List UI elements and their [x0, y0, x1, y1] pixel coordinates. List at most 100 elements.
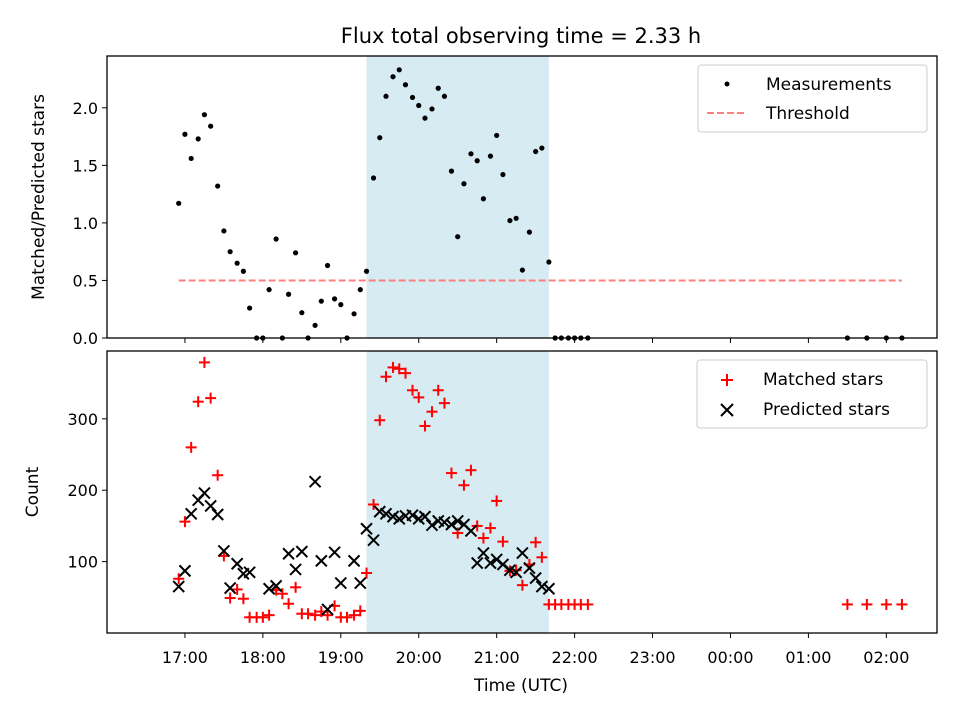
y-tick-label: 1.0	[73, 214, 98, 233]
legend-threshold-label: Threshold	[765, 104, 850, 124]
matched-star-point	[179, 516, 191, 528]
ratio-panel-frame	[106, 55, 938, 339]
measurement-point	[500, 171, 506, 178]
ratio-panel-y-ticks: 0.0 0.5 1.0 1.5 2.0	[73, 99, 107, 348]
predicted-star-point	[230, 557, 244, 570]
predicted-star-point	[523, 561, 536, 575]
measurement-point	[266, 287, 272, 293]
matched-star-point	[413, 391, 425, 403]
x-tick-label: 23:00	[629, 648, 675, 667]
measurement-point	[377, 135, 383, 141]
count-panel-y-axis-label: Count	[23, 466, 43, 517]
x-tick-label: 01:00	[785, 648, 831, 667]
predicted-star-point	[445, 518, 458, 531]
predicted-star-point	[334, 576, 348, 590]
predicted-star-point	[379, 507, 393, 520]
matched-star-point	[510, 564, 522, 576]
matched-star-point	[582, 598, 594, 610]
matched-star-point	[841, 598, 853, 610]
predicted-star-point	[451, 514, 464, 528]
count-panel-legend-box	[696, 359, 928, 429]
matched-star-point	[458, 479, 470, 491]
measurement-point	[480, 196, 487, 202]
matched-star-point	[380, 371, 392, 383]
x-tick-label: 00:00	[707, 648, 753, 667]
predicted-star-point	[535, 580, 549, 593]
matched-star-point	[432, 384, 444, 396]
measurement-point	[215, 183, 221, 189]
matched-star-point	[477, 532, 489, 544]
count-panel-y-ticks: 100 200 300	[67, 410, 107, 572]
predicted-star-point	[269, 579, 283, 593]
predicted-star-point	[295, 545, 309, 558]
measurement-point	[273, 236, 279, 242]
matched-star-point	[237, 593, 249, 605]
predicted-star-point	[484, 556, 497, 570]
matched-star-point	[231, 583, 243, 595]
measurement-point	[363, 268, 370, 274]
predicted-star-point	[308, 475, 322, 488]
x-tick-label: 02:00	[863, 648, 909, 667]
matched-star-point	[309, 609, 321, 621]
measurement-point	[448, 168, 455, 174]
matched-star-point	[173, 573, 185, 585]
count-panel-frame	[106, 350, 938, 634]
predicted-star-point	[211, 508, 224, 521]
chart-title: Flux total observing time = 2.33 h	[341, 24, 701, 48]
predicted-star-point	[529, 571, 542, 585]
matched-star-point	[445, 467, 457, 479]
predicted-star-point	[406, 508, 419, 522]
x-tick-label: 17:00	[162, 648, 208, 667]
measurement-point	[285, 291, 292, 297]
matched-star-point	[438, 397, 450, 409]
matched-star-point	[348, 609, 360, 621]
legend-measurements-label: Measurements	[766, 75, 892, 95]
x-tick-label: 20:00	[396, 648, 442, 667]
measurement-point	[357, 287, 363, 293]
predicted-star-point	[393, 512, 406, 525]
measurement-point	[416, 102, 422, 109]
measurement-point	[240, 268, 246, 274]
measurement-point	[234, 260, 240, 266]
matched-star-point	[426, 406, 438, 418]
ratio-panel: 0.00.51.01.52.0 Matched/Predicted stars …	[29, 55, 938, 348]
measurement-point	[474, 158, 480, 164]
predicted-star-point	[217, 544, 231, 558]
predicted-star-point	[289, 563, 302, 576]
predicted-star-point	[321, 603, 334, 616]
count-panel-marks	[172, 356, 908, 623]
measurement-point	[539, 145, 545, 151]
predicted-star-point	[354, 576, 367, 590]
y-tick-label: 2.0	[73, 99, 98, 118]
predicted-star-point	[464, 524, 478, 538]
measurement-point	[370, 175, 377, 181]
matched-star-point	[484, 522, 496, 534]
x-tick-label: 18:00	[240, 648, 286, 667]
predicted-star-point	[509, 566, 523, 579]
legend-matched-label: Matched stars	[763, 370, 883, 390]
predicted-star-point	[262, 582, 276, 595]
matched-star-point	[465, 464, 477, 476]
measurement-point	[422, 115, 428, 121]
matched-star-point	[374, 414, 386, 426]
y-tick-label: 300	[67, 410, 98, 429]
predicted-star-point	[418, 510, 432, 523]
y-tick-label: 200	[67, 481, 98, 500]
matched-star-point	[896, 598, 908, 610]
measurement-point	[429, 106, 435, 112]
measurement-point	[221, 228, 227, 234]
measurement-point	[461, 181, 467, 187]
legend-predicted-label: Predicted stars	[763, 400, 890, 420]
measurement-point	[318, 298, 324, 304]
matched-star-point	[516, 579, 528, 591]
ratio-panel-highlight-span	[366, 56, 549, 338]
measurement-point	[188, 155, 194, 162]
count-panel-highlight-span	[366, 351, 549, 633]
measurement-point	[324, 262, 331, 269]
predicted-star-point	[223, 581, 237, 595]
predicted-star-point	[367, 533, 380, 547]
matched-star-point	[880, 598, 892, 610]
measurement-point	[533, 148, 539, 155]
measurement-point	[526, 229, 533, 235]
measurement-point	[441, 93, 448, 99]
